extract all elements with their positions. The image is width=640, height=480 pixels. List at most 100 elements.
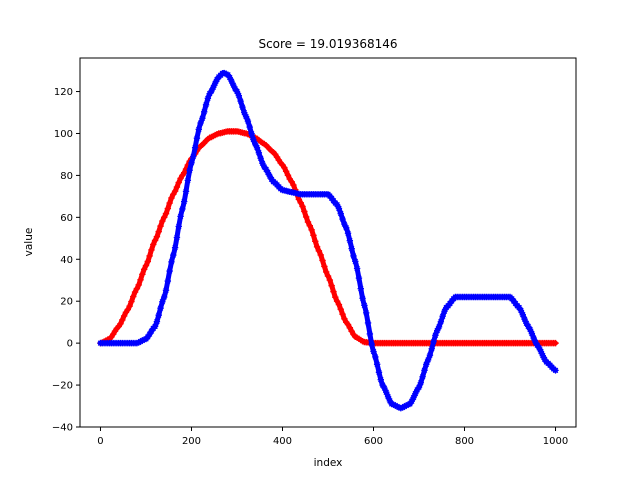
data-point	[140, 266, 148, 273]
data-point	[348, 328, 355, 335]
y-axis-label: value	[23, 228, 35, 257]
data-point	[248, 130, 255, 137]
data-point	[319, 257, 326, 264]
x-tick-label: 800	[455, 436, 474, 447]
data-point	[255, 149, 263, 156]
y-tick-label: 100	[54, 129, 73, 140]
x-tick-label: 200	[182, 436, 201, 447]
data-point	[211, 80, 219, 87]
y-tick-label: 0	[67, 339, 73, 350]
data-point	[537, 348, 545, 355]
data-point	[434, 327, 441, 334]
data-point	[424, 356, 432, 364]
plot-frame	[79, 57, 577, 428]
data-point	[146, 330, 153, 338]
data-point	[337, 305, 344, 313]
data-point	[346, 324, 354, 331]
data-point	[139, 271, 146, 278]
data-point	[144, 333, 152, 341]
data-point	[328, 282, 335, 289]
data-point	[426, 351, 434, 359]
data-point	[148, 327, 155, 335]
chart-title: Score = 19.019368146	[258, 37, 397, 51]
data-point	[155, 228, 162, 235]
data-point	[435, 323, 443, 331]
data-point	[159, 298, 166, 305]
data-point	[441, 308, 448, 315]
data-point	[388, 400, 395, 408]
data-point	[408, 398, 415, 405]
data-point	[259, 160, 266, 167]
data-point	[175, 223, 182, 230]
data-point	[239, 103, 246, 111]
data-point	[341, 220, 348, 228]
data-point	[344, 321, 352, 328]
y-tick-label: −40	[52, 423, 73, 434]
data-point	[339, 215, 346, 223]
data-point	[364, 319, 372, 327]
data-point	[381, 384, 388, 392]
data-point	[246, 123, 253, 131]
data-point	[532, 338, 539, 346]
data-point	[197, 119, 204, 127]
data-point	[190, 153, 197, 160]
data-point	[333, 298, 341, 305]
data-point	[195, 126, 202, 133]
y-tick-label: 40	[60, 255, 73, 266]
data-point	[164, 205, 172, 212]
data-point	[530, 334, 537, 342]
data-point	[204, 95, 212, 102]
data-point	[133, 285, 141, 292]
data-point	[337, 210, 344, 217]
data-point	[384, 393, 392, 400]
data-point	[173, 183, 181, 191]
data-point	[335, 205, 343, 212]
data-point	[375, 369, 383, 376]
data-point	[288, 178, 295, 185]
data-point	[383, 389, 390, 396]
data-point	[361, 302, 368, 309]
data-point	[333, 201, 341, 208]
x-axis-label: index	[314, 457, 343, 469]
data-point	[359, 295, 366, 302]
data-point	[164, 277, 172, 285]
data-point	[160, 293, 168, 301]
data-point	[168, 258, 175, 266]
data-point	[124, 306, 131, 313]
data-point	[151, 237, 159, 244]
data-point	[519, 311, 526, 318]
data-point	[372, 353, 379, 361]
data-point	[244, 117, 252, 125]
x-tick-label: 0	[97, 436, 103, 447]
data-point	[191, 144, 199, 151]
data-point	[326, 276, 334, 284]
data-point	[148, 246, 155, 254]
data-point	[266, 172, 273, 180]
data-point	[428, 345, 435, 352]
data-point	[386, 397, 394, 405]
data-point	[117, 320, 124, 327]
x-tick-label: 1000	[543, 436, 568, 447]
data-point	[312, 238, 319, 245]
data-point	[355, 274, 363, 282]
y-tick-label: 120	[54, 87, 73, 98]
data-point	[322, 268, 330, 276]
data-point	[162, 210, 170, 217]
data-point	[251, 140, 259, 148]
data-point	[295, 196, 303, 203]
data-point	[395, 404, 403, 411]
x-axis: 0 200 400 600 800 1000	[97, 427, 568, 447]
data-point	[321, 263, 328, 270]
data-point	[404, 401, 412, 408]
data-point	[170, 251, 177, 259]
data-point	[282, 168, 290, 175]
data-point	[133, 339, 141, 347]
data-point	[144, 258, 152, 265]
data-point	[419, 373, 426, 380]
data-point	[137, 276, 144, 284]
data-point	[521, 315, 528, 323]
data-point	[304, 218, 312, 226]
data-point	[257, 155, 264, 162]
data-point	[168, 194, 175, 202]
